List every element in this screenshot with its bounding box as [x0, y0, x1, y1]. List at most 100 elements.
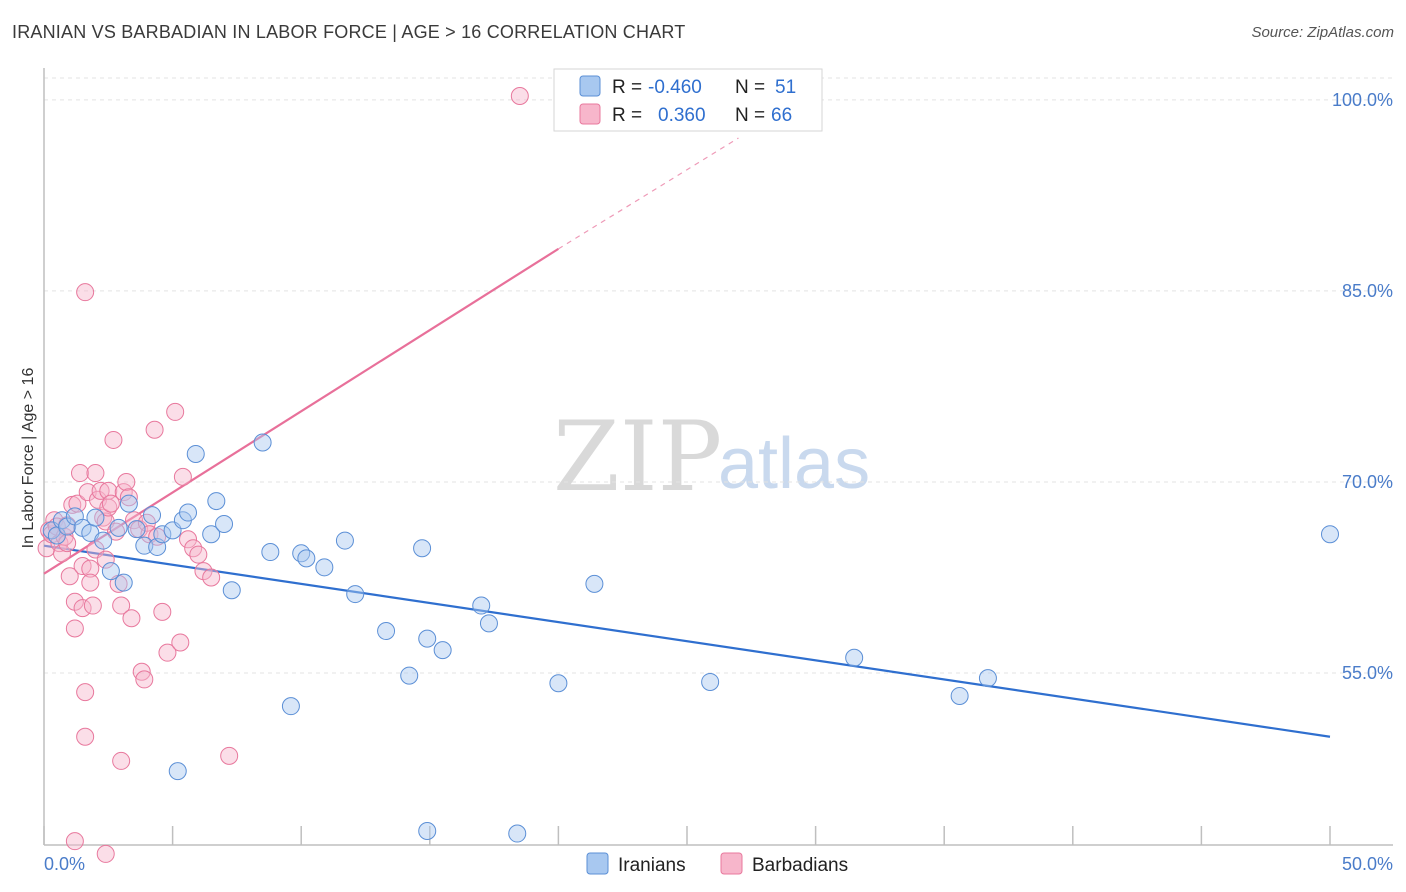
iranian-point: [413, 539, 432, 558]
series-legend: Iranians Barbadians: [586, 852, 848, 876]
iranian-point: [202, 525, 221, 544]
iranian-point: [281, 697, 300, 716]
barbadian-point: [78, 483, 97, 502]
iranian-point: [472, 596, 491, 615]
barbadians-points: [37, 87, 529, 863]
barbadian-point: [145, 420, 164, 439]
barbadian-point: [148, 527, 167, 546]
iranian-point: [58, 517, 77, 536]
iranian-point: [346, 585, 365, 604]
barbadian-point: [119, 488, 138, 507]
barbadian-point: [60, 567, 79, 586]
watermark: ZIP atlas: [553, 401, 870, 513]
bottom-legend-swatch-iranians: [586, 852, 609, 875]
barbadian-point: [135, 670, 154, 689]
iranian-point: [418, 821, 437, 840]
watermark-atlas: atlas: [718, 424, 870, 504]
barbadian-point: [65, 592, 84, 611]
iranian-point: [109, 518, 128, 537]
legend-barbadians-n-label: N =: [735, 105, 765, 126]
trend-lines: [43, 137, 1331, 738]
barbadian-point: [189, 545, 208, 564]
barbadian-point: [166, 402, 185, 421]
barbadian-point: [76, 727, 95, 746]
iranian-point: [335, 531, 354, 550]
barbadian-point: [71, 464, 90, 483]
barbadian-point: [112, 596, 131, 615]
iranian-point: [845, 648, 864, 667]
barbadian-point: [96, 550, 115, 569]
watermark-zip: ZIP: [553, 401, 722, 513]
barbadian-point: [76, 683, 95, 702]
bottom-legend-swatch-barbadians: [720, 852, 743, 875]
iranian-point: [292, 544, 311, 563]
legend-iranians-r-value: -0.460: [648, 77, 702, 98]
iranian-point: [549, 674, 568, 693]
iranian-point: [168, 762, 187, 781]
source-credit: Source: ZipAtlas.com: [1251, 24, 1394, 41]
bottom-legend-barbadians: Barbadians: [752, 855, 848, 876]
chart-title: IRANIAN VS BARBADIAN IN LABOR FORCE | AG…: [12, 22, 686, 42]
x-tick-label-min: 0.0%: [44, 854, 85, 874]
iranian-point: [101, 562, 120, 581]
barbadian-point: [158, 643, 177, 662]
barbadian-point: [510, 87, 529, 106]
barbadian-point: [173, 467, 192, 486]
iranian-point: [433, 641, 452, 660]
x-tick-label-max: 50.0%: [1342, 854, 1393, 874]
iranians-points: [42, 433, 1339, 843]
correlation-legend: R = -0.460 N = 51 R = 0.360 N = 66: [553, 68, 823, 132]
barbadian-point: [220, 746, 239, 765]
barbadian-point: [65, 832, 84, 851]
iranian-point: [143, 506, 162, 525]
legend-iranians-r-label: R =: [612, 77, 642, 98]
iranian-point: [315, 558, 334, 577]
barbadians-trend-extension: [558, 137, 739, 250]
gridlines: [44, 77, 1393, 674]
iranian-point: [179, 503, 198, 522]
iranian-point: [701, 672, 720, 691]
bottom-legend-iranians: Iranians: [618, 855, 686, 876]
iranian-point: [400, 666, 419, 685]
iranian-point: [86, 508, 105, 527]
iranian-point: [261, 543, 280, 562]
barbadian-point: [73, 599, 92, 618]
barbadian-point: [114, 483, 133, 502]
legend-barbadians-r-label: R =: [612, 105, 642, 126]
y-tick-label: 70.0%: [1342, 472, 1393, 492]
barbadian-point: [153, 602, 172, 621]
legend-iranians-n-label: N =: [735, 77, 765, 98]
barbadian-point: [122, 609, 141, 628]
barbadian-point: [96, 844, 115, 863]
iranian-point: [377, 622, 396, 641]
iranian-point: [94, 531, 113, 550]
iranian-point: [114, 573, 133, 592]
barbadians-trend-line: [43, 247, 559, 575]
barbadian-point: [83, 596, 102, 615]
legend-swatch-iranians: [579, 75, 601, 97]
barbadian-point: [112, 751, 131, 770]
barbadian-point: [101, 494, 120, 513]
iranian-point: [950, 686, 969, 705]
y-tick-label: 55.0%: [1342, 663, 1393, 683]
barbadian-point: [202, 568, 221, 587]
y-axis-label: In Labor Force | Age > 16: [20, 368, 37, 549]
iranian-point: [508, 824, 527, 843]
iranian-point: [1321, 525, 1339, 544]
axes: [43, 68, 1393, 846]
iranian-point: [119, 494, 138, 513]
iranian-point: [135, 536, 154, 555]
iranian-point: [222, 581, 241, 600]
iranian-point: [153, 525, 172, 544]
barbadian-point: [81, 573, 100, 592]
iranian-point: [253, 433, 272, 452]
iranian-point: [186, 444, 205, 463]
barbadian-point: [65, 619, 84, 638]
iranian-point: [127, 520, 146, 539]
iranians-trend-line: [43, 544, 1331, 738]
iranian-point: [207, 492, 226, 511]
iranian-point: [215, 515, 234, 534]
iranian-point: [585, 574, 604, 593]
legend-iranians-n-value: 51: [775, 77, 796, 98]
